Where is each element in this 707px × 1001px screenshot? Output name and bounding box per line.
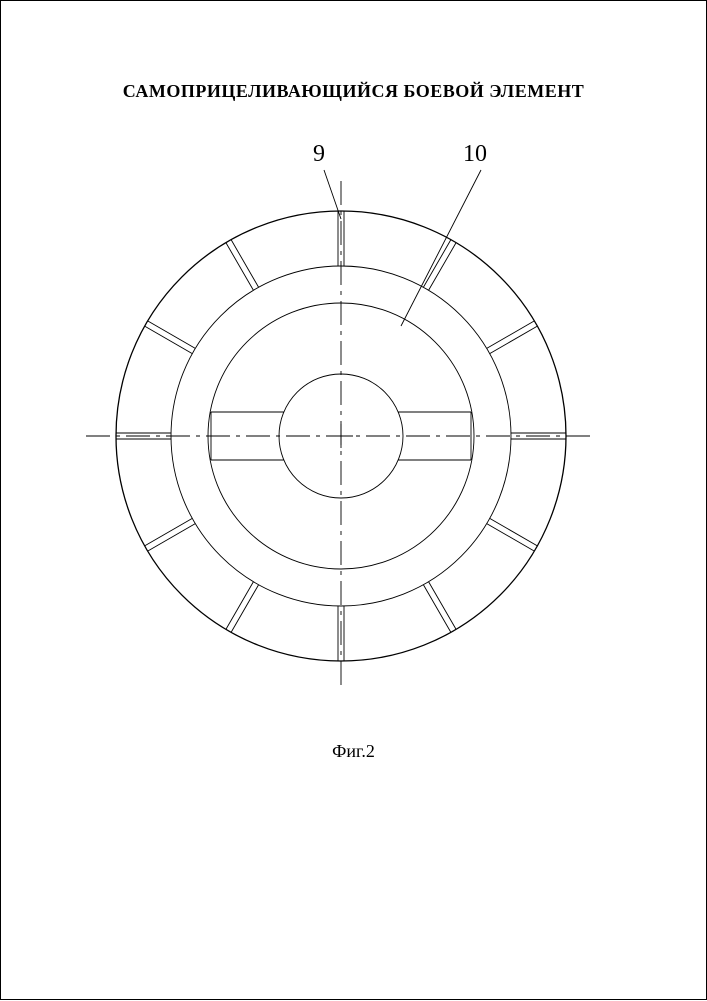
page-frame: САМОПРИЦЕЛИВАЮЩИЙСЯ БОЕВОЙ ЭЛЕМЕНТ 9 10 … bbox=[0, 0, 707, 1000]
figure-diagram bbox=[1, 1, 707, 1001]
figure-caption: Фиг.2 bbox=[1, 741, 706, 762]
